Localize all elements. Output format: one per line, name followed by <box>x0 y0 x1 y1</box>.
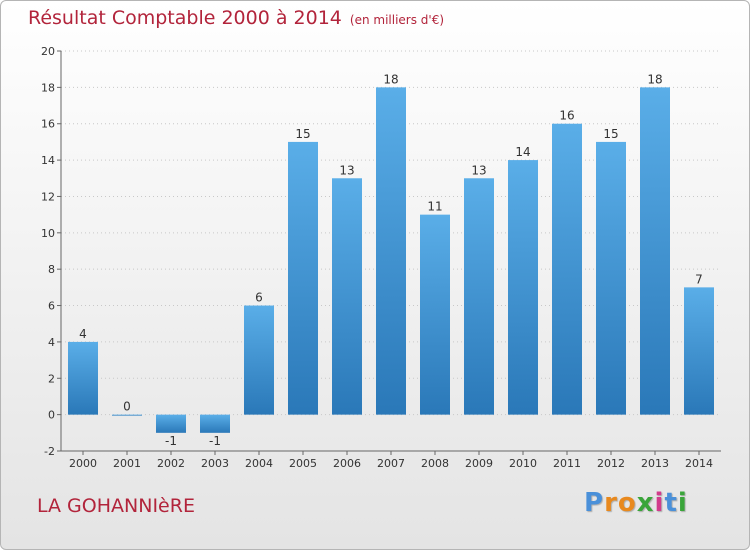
x-tick-label: 2007 <box>377 457 405 470</box>
x-tick-label: 2014 <box>685 457 713 470</box>
bar-2009 <box>464 178 494 415</box>
bar-2006 <box>332 178 362 415</box>
logo-letter: x <box>636 488 655 518</box>
bar-2011 <box>552 123 582 415</box>
proxiti-logo: Proxiti <box>584 488 688 518</box>
bar-2012 <box>596 141 626 415</box>
x-tick-label: 2004 <box>245 457 273 470</box>
value-label: 14 <box>515 145 530 159</box>
bar-2008 <box>420 214 450 415</box>
x-tick-label: 2013 <box>641 457 669 470</box>
bar-2002 <box>156 414 186 433</box>
chart-subtitle: (en milliers d'€) <box>349 13 445 27</box>
y-tick-label: -2 <box>44 445 55 458</box>
bar-2001 <box>112 414 142 416</box>
x-tick-label: 2002 <box>157 457 185 470</box>
bar-2010 <box>508 160 538 415</box>
bar-2007 <box>376 87 406 415</box>
value-label: 18 <box>647 72 662 86</box>
logo-letter: P <box>584 488 605 518</box>
y-tick-label: 16 <box>41 118 55 131</box>
x-tick-label: 2000 <box>69 457 97 470</box>
chart-title: Résultat Comptable 2000 à 2014 (en millie… <box>28 7 444 29</box>
value-label: -1 <box>165 434 177 448</box>
value-label: 13 <box>339 163 354 177</box>
x-tick-label: 2010 <box>509 457 537 470</box>
value-label: 15 <box>603 127 618 141</box>
bar-2004 <box>244 305 274 415</box>
x-tick-label: 2001 <box>113 457 141 470</box>
bar-2005 <box>288 141 318 415</box>
value-label: 4 <box>79 327 87 341</box>
y-tick-label: 20 <box>41 45 55 58</box>
x-tick-label: 2005 <box>289 457 317 470</box>
chart-title-text: Résultat Comptable 2000 à 2014 <box>28 7 342 29</box>
value-label: 18 <box>383 72 398 86</box>
logo-letter: r <box>604 488 618 518</box>
commune-name: LA GOHANNIèRE <box>37 495 195 517</box>
logo-letter: t <box>664 488 678 518</box>
bar-2013 <box>640 87 670 415</box>
y-tick-label: 10 <box>41 227 55 240</box>
logo-letter: i <box>654 488 665 518</box>
bar-2000 <box>68 341 98 415</box>
y-tick-label: 2 <box>48 372 55 385</box>
bar-2003 <box>200 414 230 433</box>
value-label: 7 <box>695 272 703 286</box>
value-label: -1 <box>209 434 221 448</box>
value-label: 16 <box>559 109 574 123</box>
x-tick-label: 2006 <box>333 457 361 470</box>
value-label: 13 <box>471 163 486 177</box>
x-tick-label: 2008 <box>421 457 449 470</box>
x-tick-label: 2003 <box>201 457 229 470</box>
labels: 4 0 -1 -1 6 15 13 18 11 13 14 16 15 18 7 <box>79 72 703 447</box>
value-label: 11 <box>427 200 442 214</box>
value-label: 6 <box>255 291 263 305</box>
axes: -2 0 2 4 6 8 10 12 14 16 18 20 2000 2001 2002 2003 2004 2… <box>41 45 721 470</box>
logo-letter: o <box>617 488 637 518</box>
y-tick-label: 0 <box>48 409 55 422</box>
value-label: 0 <box>123 400 131 414</box>
x-tick-label: 2012 <box>597 457 625 470</box>
y-tick-label: 4 <box>48 336 55 349</box>
y-tick-label: 8 <box>48 263 55 276</box>
logo-letter: i <box>677 488 688 518</box>
bar-2014 <box>684 287 714 415</box>
x-tick-label: 2011 <box>553 457 581 470</box>
y-tick-label: 12 <box>41 190 55 203</box>
y-tick-label: 14 <box>41 154 55 167</box>
bars <box>68 87 714 433</box>
y-tick-label: 18 <box>41 81 55 94</box>
x-tick-label: 2009 <box>465 457 493 470</box>
value-label: 15 <box>295 127 310 141</box>
y-tick-label: 6 <box>48 300 55 313</box>
